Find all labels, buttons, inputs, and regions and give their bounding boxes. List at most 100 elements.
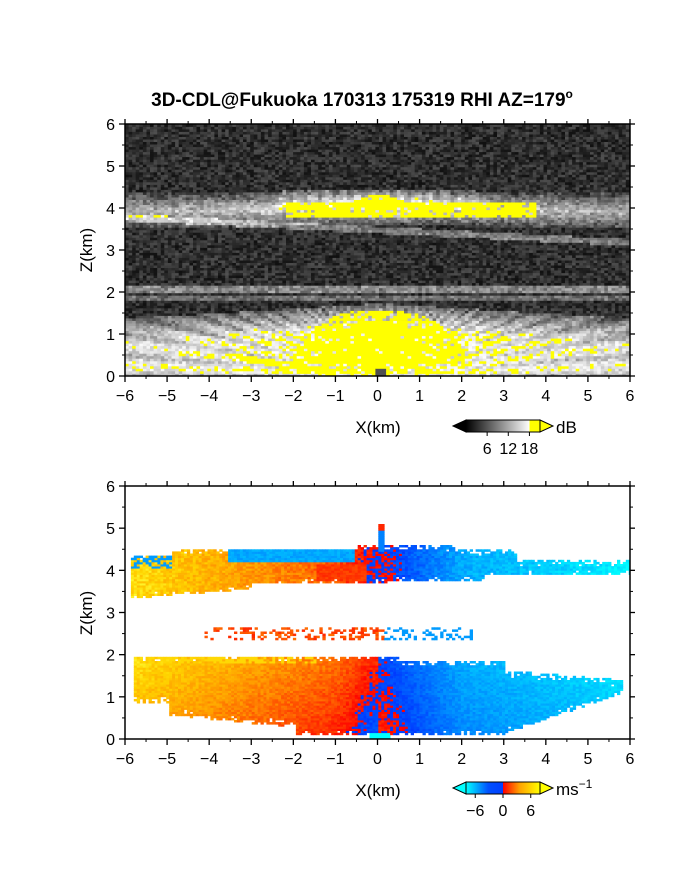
reflectivity-cell (196, 232, 201, 236)
reflectivity-cell (171, 348, 176, 352)
reflectivity-cell (257, 199, 262, 203)
reflectivity-cell (243, 129, 247, 132)
reflectivity-cell (150, 202, 154, 205)
reflectivity-cell (293, 149, 298, 153)
reflectivity-cell (253, 176, 258, 180)
reflectivity-cell (142, 222, 147, 226)
reflectivity-cell (164, 348, 169, 352)
reflectivity-cell (243, 267, 247, 271)
reflectivity-cell (193, 325, 197, 329)
reflectivity-cell (275, 302, 280, 306)
reflectivity-cell (268, 358, 273, 362)
reflectivity-cell (175, 171, 180, 175)
reflectivity-cell (264, 333, 269, 337)
reflectivity-cell (243, 287, 247, 291)
reflectivity-cell (214, 207, 219, 211)
reflectivity-cell (160, 192, 165, 195)
reflectivity-cell (207, 333, 212, 337)
reflectivity-cell (178, 330, 183, 334)
reflectivity-cell (139, 179, 144, 183)
reflectivity-cell (246, 295, 251, 299)
reflectivity-cell (286, 267, 290, 271)
reflectivity-cell (275, 348, 280, 352)
reflectivity-cell (232, 224, 237, 228)
reflectivity-cell (286, 187, 290, 190)
reflectivity-cell (189, 365, 194, 369)
reflectivity-cell (235, 229, 240, 233)
reflectivity-cell (139, 285, 144, 289)
reflectivity-cell (128, 124, 133, 127)
reflectivity-cell (167, 131, 172, 135)
reflectivity-cell (225, 224, 230, 228)
reflectivity-cell (203, 343, 208, 347)
reflectivity-cell (150, 247, 154, 251)
reflectivity-cell (286, 164, 290, 168)
reflectivity-cell (300, 340, 305, 344)
reflectivity-cell (146, 126, 151, 130)
reflectivity-cell (125, 192, 129, 195)
reflectivity-cell (253, 255, 258, 258)
reflectivity-cell (142, 300, 147, 304)
reflectivity-cell (264, 129, 269, 132)
reflectivity-cell (286, 194, 290, 198)
reflectivity-cell (260, 151, 265, 155)
reflectivity-cell (232, 199, 237, 203)
reflectivity-cell (260, 308, 265, 311)
reflectivity-cell (296, 373, 301, 376)
reflectivity-cell (221, 308, 226, 311)
reflectivity-cell (207, 252, 212, 256)
reflectivity-cell (139, 207, 144, 211)
reflectivity-cell (289, 176, 294, 180)
reflectivity-cell (171, 232, 176, 236)
reflectivity-cell (268, 141, 273, 145)
reflectivity-cell (260, 224, 265, 228)
reflectivity-cell (239, 232, 244, 236)
reflectivity-cell (225, 207, 230, 211)
reflectivity-cell (268, 310, 273, 314)
reflectivity-cell (185, 217, 190, 221)
reflectivity-cell (182, 355, 187, 359)
reflectivity-cell (282, 154, 287, 158)
reflectivity-cell (218, 252, 222, 256)
reflectivity-cell (282, 292, 287, 296)
reflectivity-cell (278, 265, 283, 268)
reflectivity-cell (193, 340, 197, 344)
reflectivity-cell (146, 371, 151, 374)
reflectivity-cell (175, 234, 180, 238)
reflectivity-cell (250, 144, 255, 148)
reflectivity-cell (260, 212, 265, 216)
reflectivity-cell (214, 234, 219, 238)
reflectivity-cell (178, 126, 183, 130)
reflectivity-cell (196, 237, 201, 241)
reflectivity-cell (253, 199, 258, 203)
reflectivity-cell (218, 197, 222, 200)
reflectivity-cell (253, 219, 258, 223)
reflectivity-cell (264, 144, 269, 148)
reflectivity-cell (189, 343, 194, 347)
reflectivity-cell (125, 176, 129, 180)
reflectivity-cell (275, 154, 280, 158)
reflectivity-cell (257, 270, 262, 274)
reflectivity-cell (214, 270, 219, 274)
reflectivity-cell (193, 245, 197, 248)
reflectivity-cell (264, 371, 269, 374)
reflectivity-cell (257, 262, 262, 266)
reflectivity-cell (196, 174, 201, 178)
reflectivity-cell (264, 247, 269, 251)
reflectivity-cell (178, 156, 183, 160)
reflectivity-cell (300, 277, 305, 281)
reflectivity-cell (300, 353, 305, 357)
reflectivity-cell (278, 124, 283, 127)
reflectivity-cell (200, 227, 205, 231)
reflectivity-cell (125, 194, 129, 198)
reflectivity-cell (210, 290, 215, 294)
reflectivity-cell (235, 305, 240, 309)
reflectivity-cell (271, 224, 276, 228)
reflectivity-cell (225, 194, 230, 198)
reflectivity-cell (268, 166, 273, 170)
reflectivity-cell (257, 350, 262, 354)
reflectivity-cell (275, 204, 280, 208)
reflectivity-cell (185, 325, 190, 329)
reflectivity-cell (268, 202, 273, 205)
reflectivity-cell (153, 252, 158, 256)
